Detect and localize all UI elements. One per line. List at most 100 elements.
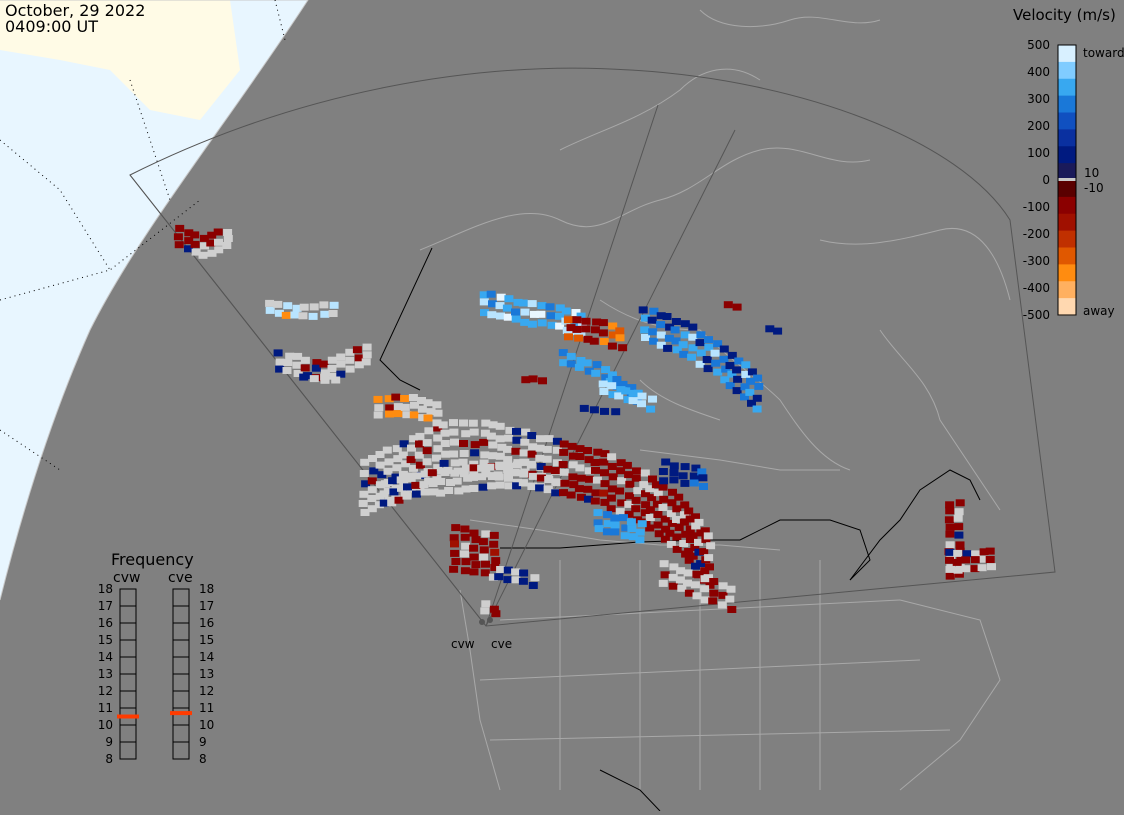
velocity-cell [536,474,546,482]
frequency-tick-label: 10 [98,718,113,732]
velocity-cell [667,519,677,527]
velocity-cell [478,483,488,491]
velocity-cell [415,461,425,469]
velocity-cell [336,360,346,368]
velocity-cell [469,544,479,552]
velocity-cell [646,405,656,413]
velocity-cell [576,330,586,337]
velocity-cell [583,335,593,343]
velocity-colorbar-segment [1058,196,1076,215]
velocity-cell [375,481,385,489]
velocity-cell [190,240,200,248]
velocity-cell [725,362,735,369]
velocity-cell [653,511,663,518]
velocity-cell [352,346,362,354]
velocity-cell [513,469,523,477]
velocity-cell [214,238,223,246]
velocity-cell [300,356,310,364]
velocity-cell [607,371,617,379]
velocity-cell [538,377,547,385]
velocity-cell [345,348,355,356]
velocity-cell [480,429,490,437]
velocity-cell [677,584,687,592]
velocity-cell [640,469,650,477]
velocity-cell [674,524,684,531]
velocity-cell [511,576,521,584]
velocity-cell [660,515,670,523]
velocity-cell [605,377,615,385]
velocity-cell [380,480,390,488]
velocity-cell [600,450,610,458]
velocity-cell [732,303,742,311]
velocity-cell [520,438,530,446]
velocity-cell [576,474,586,482]
velocity-cell [945,501,955,509]
frequency-tick-label: 12 [98,684,113,698]
radar-sites: cvw cve [451,617,512,651]
velocity-cell [702,356,712,363]
frequency-marker-cve [170,711,192,716]
velocity-cell [718,591,728,599]
velocity-cell [658,483,668,491]
velocity-cell [528,443,538,451]
frequency-tick-label: 10 [199,718,214,732]
velocity-cell [396,476,406,484]
velocity-cell [560,479,570,487]
velocity-away-label: away [1083,304,1115,318]
velocity-cell [469,428,479,436]
velocity-cell [700,527,710,535]
velocity-cell [663,344,673,352]
velocity-cell [481,560,490,568]
velocity-cell [752,394,762,402]
date-label: October, 29 2022 [5,1,145,20]
velocity-cell [561,307,571,315]
velocity-cell [422,439,432,447]
velocity-cell [954,523,964,531]
velocity-cell [608,331,618,339]
velocity-cell [479,438,489,446]
velocity-cell [590,326,600,334]
velocity-cell [575,453,585,460]
velocity-cell [551,489,561,497]
velocity-cell [460,550,469,558]
velocity-cell [479,553,489,561]
velocity-cell [754,382,764,390]
velocity-cell [734,357,744,365]
velocity-cell [449,428,459,436]
velocity-colorbar-segment [1058,230,1076,249]
velocity-cell [528,375,538,383]
velocity-cell [651,481,661,489]
velocity-cell [409,464,418,472]
velocity-cell [727,351,737,359]
velocity-cell [207,231,217,239]
velocity-cell [190,231,200,239]
velocity-cell [432,454,441,462]
velocity-cell [591,489,601,497]
velocity-cell [511,308,520,316]
velocity-cell [945,507,955,515]
coastlines [419,9,1011,791]
velocity-cell [487,311,497,319]
velocity-cell [312,359,322,367]
frequency-marker-cvw [117,714,139,719]
velocity-cell [471,536,481,544]
velocity-cell [495,435,505,443]
velocity-cell [614,392,624,400]
velocity-cell [469,460,479,468]
velocity-cell [611,408,621,416]
velocity-cell [585,475,594,483]
velocity-cell [360,458,370,466]
velocity-cell [589,406,599,414]
velocity-cell [608,391,618,399]
velocity-cell [727,370,737,378]
velocity-cell [536,310,546,318]
velocity-cell [592,318,602,326]
velocity-cell [385,410,394,418]
velocity-cell [574,485,584,493]
velocity-cell [319,360,329,368]
velocity-cell [426,408,436,416]
velocity-cell [392,464,402,472]
velocity-cell [689,479,699,487]
velocity-cell [987,563,996,571]
velocity-cell [575,445,585,453]
